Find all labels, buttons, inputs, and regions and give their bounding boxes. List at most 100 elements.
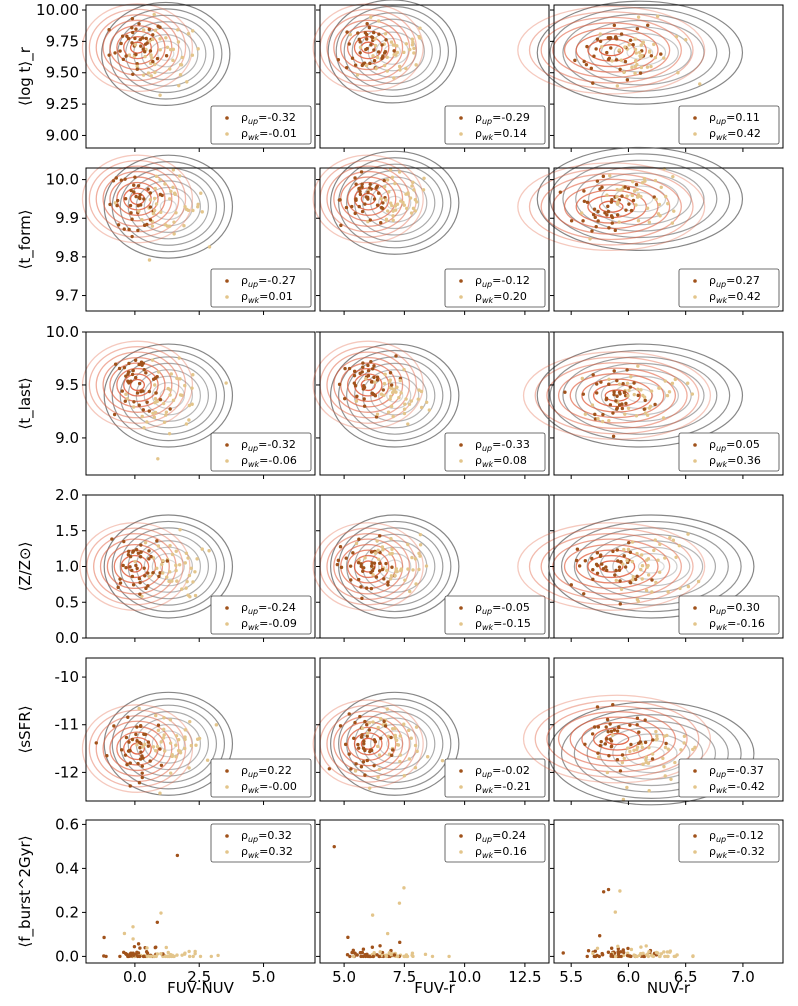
scatter-point-up <box>595 382 599 386</box>
scatter-point-wk <box>617 48 622 52</box>
scatter-point-up <box>139 741 143 746</box>
scatter-point-up <box>610 221 614 225</box>
scatter-point-up <box>643 398 647 403</box>
scatter-point-wk <box>348 32 353 37</box>
legend-marker-up <box>693 116 697 120</box>
scatter-point-up <box>360 596 364 601</box>
scatter-point-wk <box>610 59 614 63</box>
scatter-point-up <box>604 565 608 569</box>
scatter-point-wk <box>174 549 178 553</box>
scatter-point-wk <box>371 54 375 58</box>
scatter-point-wk <box>616 200 620 204</box>
scatter-point-up <box>119 41 123 46</box>
scatter-point-up <box>615 394 619 398</box>
scatter-point-up <box>336 558 341 563</box>
scatter-point-up <box>338 724 343 728</box>
scatter-point-wk <box>167 579 171 584</box>
legend-marker-wk <box>693 132 697 136</box>
scatter-point-up <box>558 190 563 194</box>
scatter-point-up <box>383 50 388 54</box>
scatter-point-wk <box>191 580 195 584</box>
scatter-point-up <box>138 592 142 596</box>
scatter-point-up <box>368 218 373 222</box>
scatter-point-wk <box>141 73 146 77</box>
scatter-point-wk <box>153 28 158 33</box>
legend-marker-up <box>225 116 229 120</box>
scatter-point-wk <box>635 187 639 192</box>
y-tick-label: 9.75 <box>46 32 79 50</box>
scatter-point-wk <box>644 755 649 759</box>
scatter-point-up <box>126 549 131 554</box>
scatter-point-up <box>617 403 622 407</box>
scatter-point-wk <box>382 63 387 68</box>
scatter-point-wk <box>666 747 670 751</box>
scatter-point-wk <box>386 410 391 414</box>
scatter-point-wk <box>161 559 165 563</box>
scatter-point-wk <box>168 47 173 52</box>
kde-contour-up <box>333 356 404 413</box>
scatter-point-up <box>635 574 639 578</box>
scatter-point-up <box>138 946 142 950</box>
scatter-point-up <box>142 197 146 201</box>
scatter-point-up <box>605 213 609 217</box>
scatter-point-wk <box>174 211 178 215</box>
scatter-point-up <box>134 548 139 552</box>
scatter-point-up <box>147 389 152 394</box>
scatter-point-wk <box>189 743 194 748</box>
kde-contour-wk <box>562 13 718 92</box>
scatter-point-up <box>348 564 353 568</box>
y-tick-label: 9.8 <box>55 248 79 266</box>
scatter-point-up <box>138 37 142 42</box>
scatter-point-outlier <box>159 911 163 915</box>
kde-contour-wk <box>573 527 729 606</box>
scatter-point-up <box>377 569 382 573</box>
legend-marker-up <box>459 443 463 447</box>
scatter-point-wk <box>421 188 426 192</box>
scatter-point-up <box>374 575 379 579</box>
scatter-point-wk <box>649 64 653 69</box>
scatter-point-up <box>123 197 128 201</box>
kde-contour-wk <box>119 527 218 606</box>
scatter-point-wk <box>671 174 675 179</box>
scatter-point-up <box>605 568 609 573</box>
scatter-point-up <box>389 383 394 387</box>
scatter-point-up <box>592 954 596 959</box>
scatter-point-wk <box>662 950 666 954</box>
scatter-point-up <box>132 183 136 187</box>
scatter-point-up <box>375 184 379 189</box>
scatter-point-wk <box>143 540 148 545</box>
legend-marker-up <box>225 769 229 773</box>
scatter-point-wk <box>186 556 190 560</box>
scatter-point-up <box>140 764 145 768</box>
scatter-point-up <box>653 402 657 407</box>
scatter-point-up <box>121 57 126 62</box>
scatter-point-up <box>141 47 145 51</box>
scatter-point-up <box>153 945 157 950</box>
scatter-point-outlier <box>136 942 141 946</box>
scatter-point-up <box>122 950 126 955</box>
scatter-point-up <box>381 201 385 205</box>
scatter-point-up <box>132 400 136 404</box>
scatter-point-up <box>344 556 348 560</box>
scatter-point-up <box>141 36 145 40</box>
scatter-point-up <box>366 363 370 368</box>
scatter-point-wk <box>663 556 667 560</box>
scatter-point-wk <box>153 410 158 415</box>
kde-contour-wk <box>119 704 218 784</box>
scatter-point-wk <box>184 551 189 555</box>
scatter-point-wk <box>172 232 176 236</box>
scatter-point-wk <box>630 559 634 564</box>
scatter-point-up <box>136 204 140 208</box>
y-tick-label: 0.6 <box>55 815 79 833</box>
scatter-point-up <box>131 953 136 958</box>
scatter-point-wk <box>171 58 175 63</box>
scatter-point-up <box>375 375 380 379</box>
scatter-point-wk <box>164 410 169 414</box>
scatter-point-wk <box>607 418 611 423</box>
scatter-point-up <box>359 562 363 566</box>
scatter-point-outlier <box>385 931 390 936</box>
scatter-point-up <box>569 583 573 587</box>
scatter-point-up <box>382 577 386 581</box>
scatter-point-wk <box>391 218 395 222</box>
